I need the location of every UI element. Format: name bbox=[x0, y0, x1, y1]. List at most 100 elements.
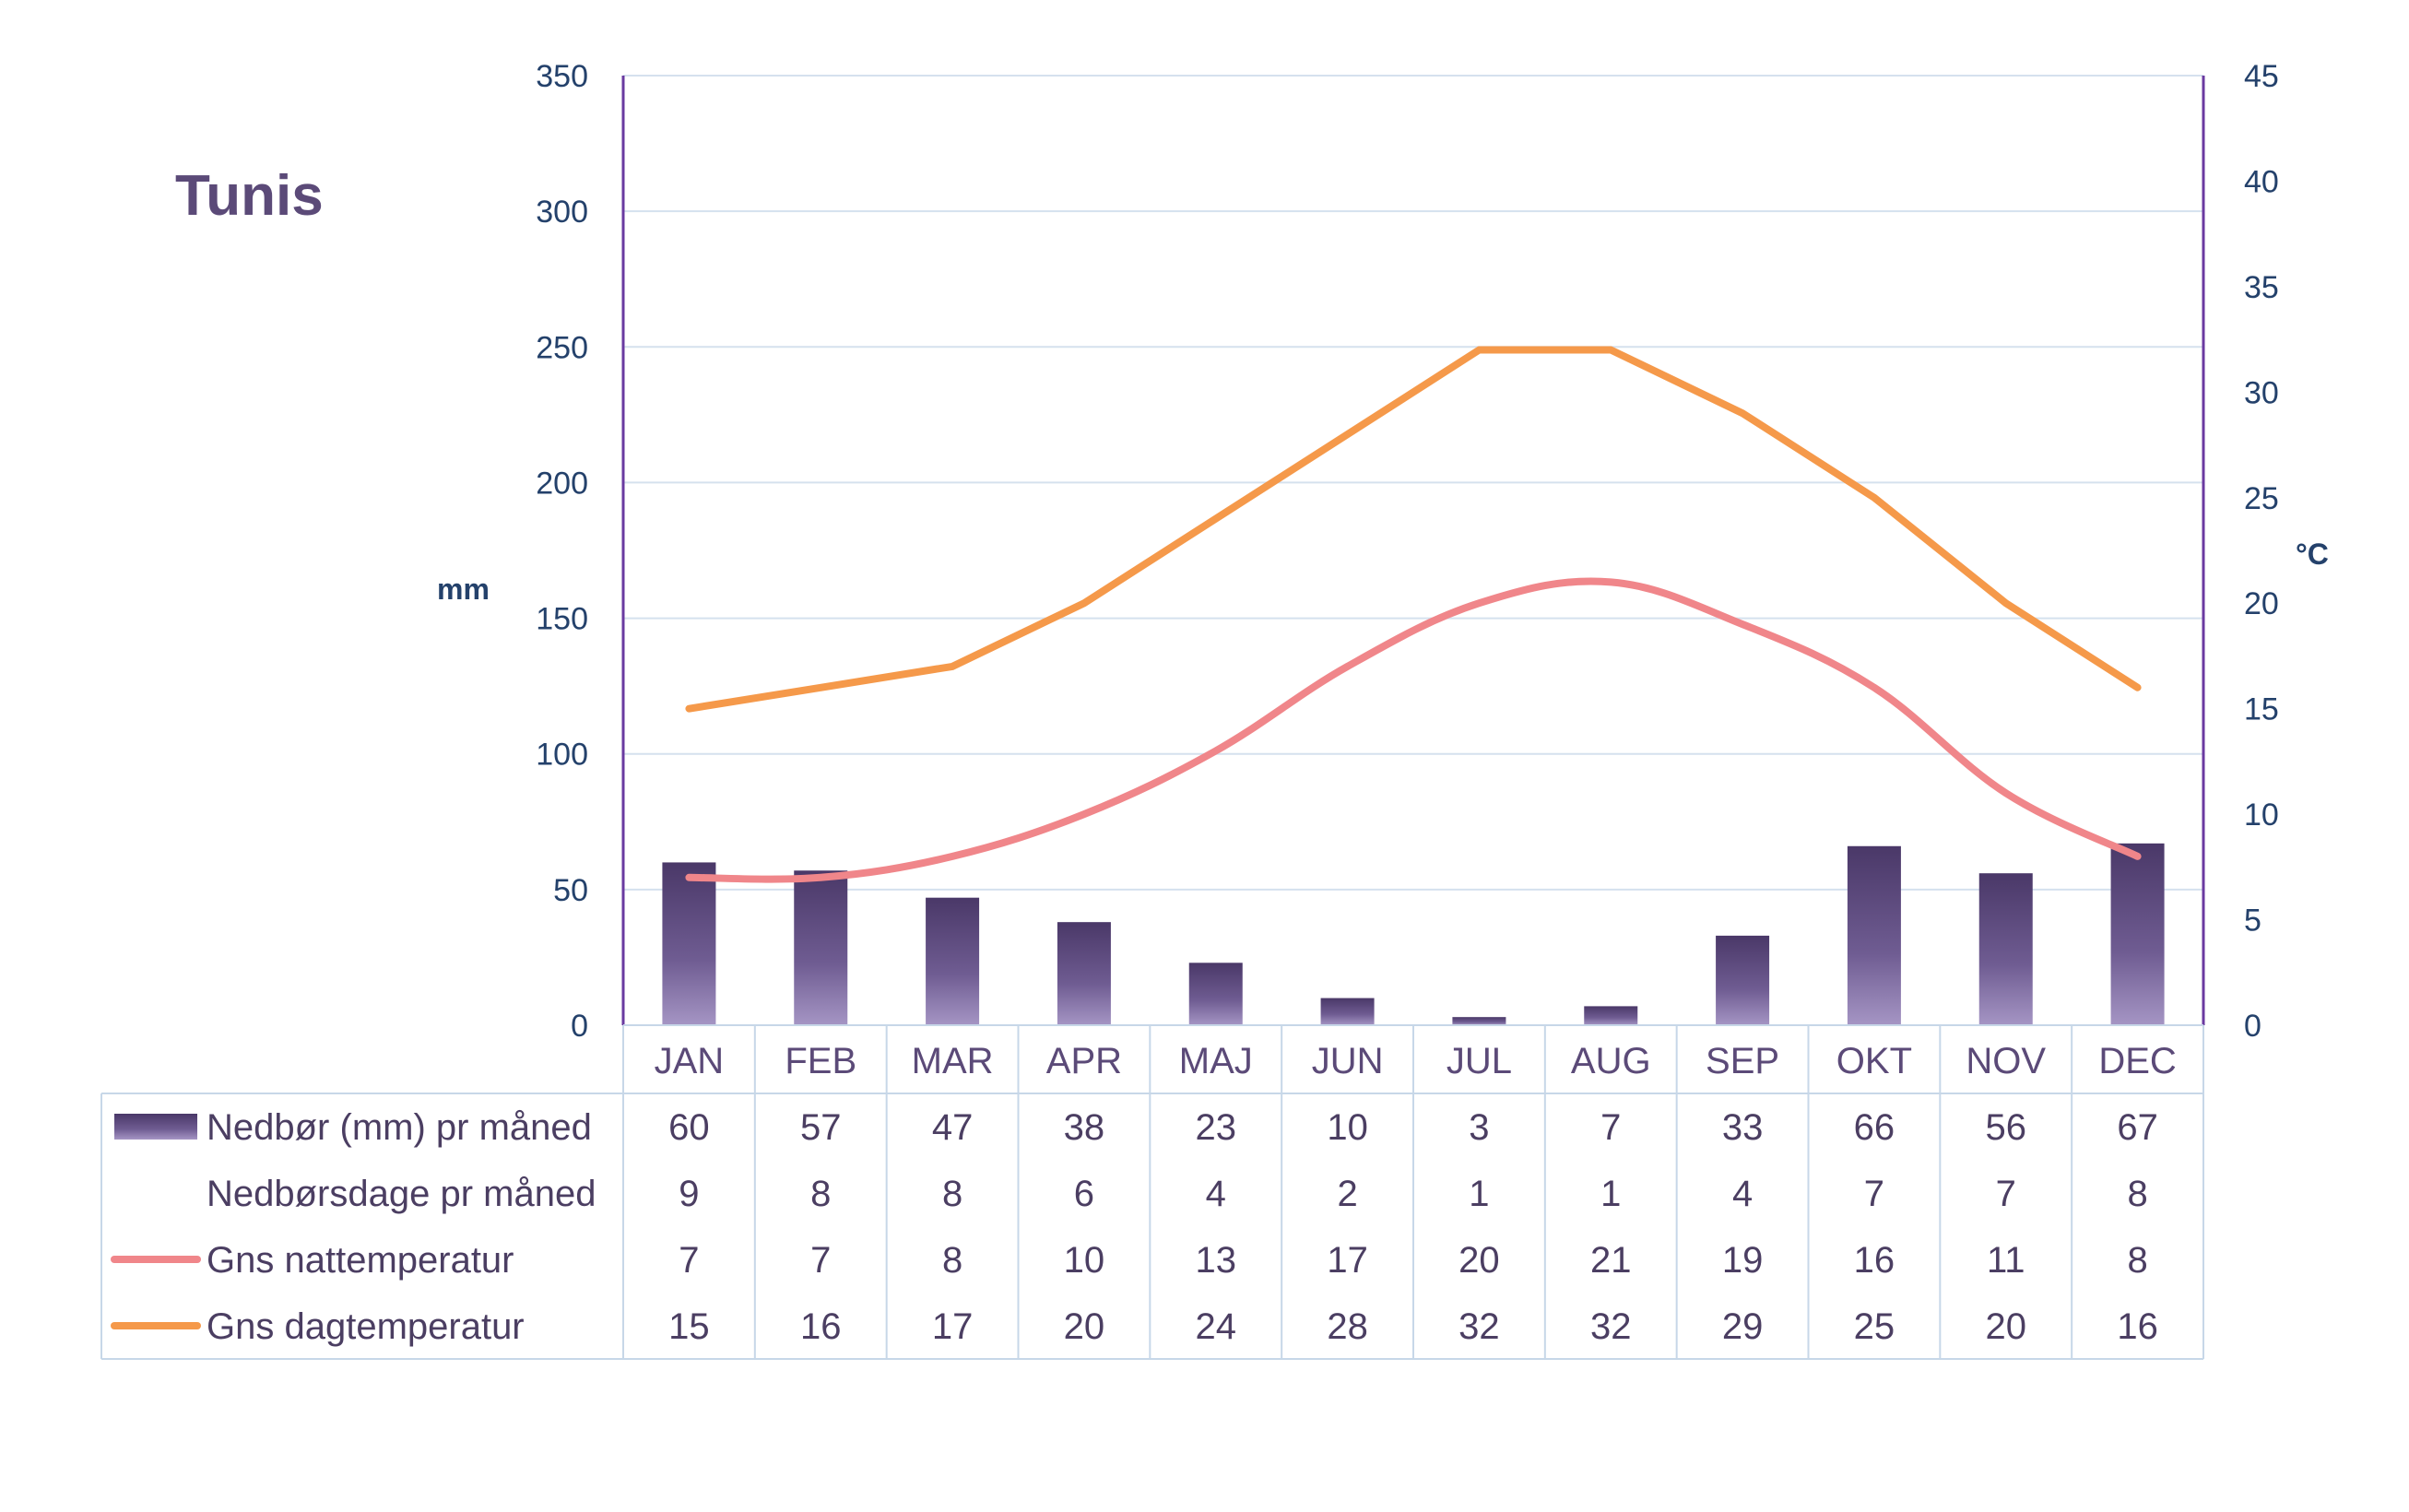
table-cell: 32 bbox=[1458, 1306, 1500, 1347]
bar-jul bbox=[1452, 1017, 1506, 1025]
left-axis-label: mm bbox=[437, 573, 490, 606]
table-cell: 57 bbox=[800, 1107, 842, 1148]
table-cell: 17 bbox=[1327, 1240, 1368, 1281]
table-cell: 8 bbox=[942, 1240, 962, 1281]
category-label: JUL bbox=[1447, 1041, 1512, 1081]
table-cell: 23 bbox=[1196, 1107, 1237, 1148]
table-row-label: Gns dagtemperatur bbox=[207, 1306, 525, 1347]
table-row-label: Nedbørsdage pr måned bbox=[207, 1174, 596, 1214]
table-cell: 29 bbox=[1722, 1306, 1764, 1347]
bar-maj bbox=[1188, 963, 1243, 1025]
table-row-label: Nedbør (mm) pr måned bbox=[207, 1107, 592, 1148]
category-label: SEP bbox=[1706, 1041, 1779, 1081]
table-cell: 20 bbox=[1986, 1306, 2027, 1347]
line-day-temperature bbox=[685, 346, 2142, 713]
right-tick-label: 20 bbox=[2244, 586, 2279, 621]
table-cell: 15 bbox=[668, 1306, 710, 1347]
table-cell: 20 bbox=[1064, 1306, 1105, 1347]
legend-key-bar bbox=[114, 1114, 197, 1140]
table-cell: 6 bbox=[1074, 1174, 1094, 1214]
table-cell: 47 bbox=[932, 1107, 974, 1148]
table-cell: 1 bbox=[1600, 1174, 1621, 1214]
table-row-label: Gns nattemperatur bbox=[207, 1240, 514, 1281]
right-tick-label: 35 bbox=[2244, 270, 2279, 305]
table-cell: 7 bbox=[1996, 1174, 2016, 1214]
table-cell: 38 bbox=[1064, 1107, 1105, 1148]
table-cell: 56 bbox=[1986, 1107, 2027, 1148]
table-cell: 2 bbox=[1337, 1174, 1357, 1214]
table-cell: 13 bbox=[1196, 1240, 1237, 1281]
precipitation-bars bbox=[662, 843, 2165, 1025]
gridlines bbox=[623, 75, 2203, 891]
table-cell: 60 bbox=[668, 1107, 710, 1148]
table-cell: 21 bbox=[1590, 1240, 1632, 1281]
left-tick-label: 150 bbox=[536, 602, 588, 637]
category-label: MAJ bbox=[1179, 1041, 1253, 1081]
bar-nov bbox=[1978, 873, 2033, 1025]
category-label: FEB bbox=[785, 1041, 856, 1081]
bar-aug bbox=[1584, 1006, 1638, 1025]
category-label: DEC bbox=[2098, 1041, 2176, 1081]
bar-mar bbox=[926, 897, 980, 1025]
table-cell: 1 bbox=[1469, 1174, 1489, 1214]
table-cell: 16 bbox=[2117, 1306, 2158, 1347]
left-tick-label: 0 bbox=[571, 1009, 588, 1044]
right-tick-label: 45 bbox=[2244, 59, 2279, 94]
table-cell: 10 bbox=[1064, 1240, 1105, 1281]
table-cell: 3 bbox=[1469, 1107, 1489, 1148]
table-cell: 7 bbox=[1864, 1174, 1884, 1214]
right-tick-label: 25 bbox=[2244, 481, 2279, 516]
table-cell: 10 bbox=[1327, 1107, 1368, 1148]
temperature-lines bbox=[685, 346, 2142, 883]
table-cell: 28 bbox=[1327, 1306, 1368, 1347]
category-label: NOV bbox=[1966, 1041, 2046, 1081]
table-cell: 7 bbox=[1600, 1107, 1621, 1148]
table-cell: 4 bbox=[1206, 1174, 1226, 1214]
data-table: JAN FEB MAR APR MAJ JUN JUL AUG SEP OKT NOV DEC Nedb… bbox=[100, 1025, 2204, 1360]
right-tick-label: 10 bbox=[2244, 797, 2279, 833]
left-tick-label: 50 bbox=[553, 873, 588, 908]
table-cell: 7 bbox=[679, 1240, 699, 1281]
bar-dec bbox=[2110, 843, 2165, 1025]
right-tick-label: 15 bbox=[2244, 692, 2279, 727]
bar-feb bbox=[794, 870, 848, 1025]
right-axis-label: °C bbox=[2296, 537, 2329, 571]
table-cell: 33 bbox=[1722, 1107, 1764, 1148]
table-cell: 19 bbox=[1722, 1240, 1764, 1281]
table-cell: 20 bbox=[1458, 1240, 1500, 1281]
left-tick-label: 350 bbox=[536, 59, 588, 94]
table-cell: 16 bbox=[800, 1306, 842, 1347]
bar-sep bbox=[1716, 935, 1770, 1025]
table-cell: 32 bbox=[1590, 1306, 1632, 1347]
category-label: OKT bbox=[1836, 1041, 1912, 1081]
table-cell: 4 bbox=[1732, 1174, 1753, 1214]
left-tick-label: 200 bbox=[536, 466, 588, 501]
right-tick-label: 30 bbox=[2244, 375, 2279, 410]
left-tick-label: 100 bbox=[536, 738, 588, 773]
left-tick-label: 300 bbox=[536, 195, 588, 230]
bar-apr bbox=[1057, 922, 1111, 1025]
table-cell: 17 bbox=[932, 1306, 974, 1347]
table-cell: 66 bbox=[1854, 1107, 1895, 1148]
table-cell: 67 bbox=[2117, 1107, 2158, 1148]
table-cell: 25 bbox=[1854, 1306, 1895, 1347]
table-cell: 8 bbox=[2127, 1240, 2147, 1281]
bar-jun bbox=[1320, 998, 1375, 1025]
chart-title: Tunis bbox=[175, 164, 324, 228]
table-cell: 11 bbox=[1987, 1240, 2025, 1281]
table-cell: 24 bbox=[1196, 1306, 1237, 1347]
right-tick-label: 5 bbox=[2244, 904, 2261, 939]
table-cell: 7 bbox=[810, 1240, 831, 1281]
table-cell: 9 bbox=[679, 1174, 699, 1214]
table-cell: 8 bbox=[942, 1174, 962, 1214]
right-tick-label: 0 bbox=[2244, 1009, 2261, 1044]
table-cell: 8 bbox=[810, 1174, 831, 1214]
right-tick-label: 40 bbox=[2244, 164, 2279, 199]
table-cell: 8 bbox=[2127, 1174, 2147, 1214]
category-label: JUN bbox=[1312, 1041, 1384, 1081]
category-label: AUG bbox=[1571, 1041, 1651, 1081]
bar-okt bbox=[1847, 845, 1901, 1025]
category-label: APR bbox=[1046, 1041, 1122, 1081]
bar-jan bbox=[662, 862, 716, 1025]
